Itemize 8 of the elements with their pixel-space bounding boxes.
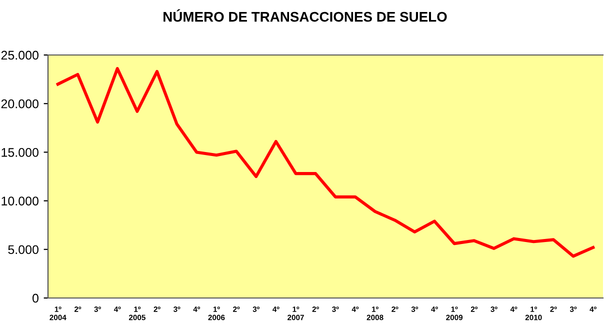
y-tick-label: 5.000 (8, 245, 38, 254)
chart-title: NÚMERO DE TRANSACCIONES DE SUELO (164, 9, 447, 22)
y-tick-label: 15.000 (2, 148, 38, 157)
y-tick-label: 20.000 (1, 99, 38, 108)
y-tick-label: 10.000 (2, 196, 38, 206)
y-tick-label: 0 (32, 294, 38, 303)
y-tick-label: 25.000 (1, 50, 38, 60)
line-series (56, 67, 595, 258)
